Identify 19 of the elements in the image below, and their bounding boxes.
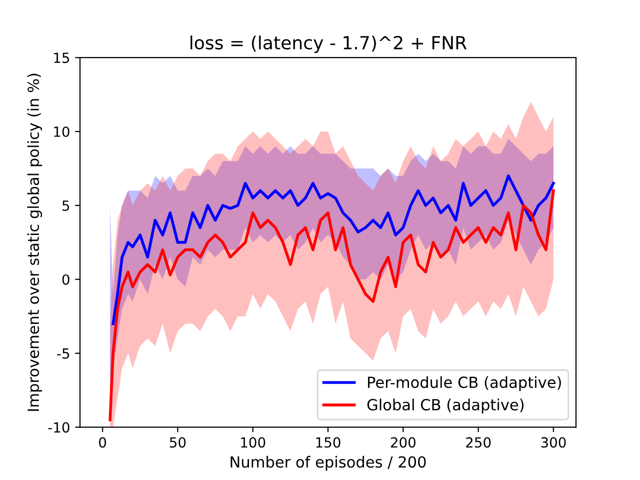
- x-tick-label: 150: [316, 437, 340, 448]
- y-tick-label: 5: [62, 200, 70, 211]
- y-axis-title: Improvement over static global policy (in %): [27, 74, 42, 411]
- x-axis-title: Number of episodes / 200: [230, 456, 426, 471]
- line-series: [112, 174, 555, 326]
- x-tick-label: 0: [99, 437, 106, 448]
- y-tick-label: 10: [54, 126, 70, 137]
- chart-title: loss = (latency - 1.7)^2 + FNR: [190, 36, 467, 54]
- x-tick-label: 200: [390, 437, 416, 448]
- x-tick-label: 100: [241, 437, 266, 448]
- legend-label: Global CB (adaptive): [367, 398, 524, 414]
- y-tick-label: 0: [62, 274, 70, 285]
- y-tick-label: -10: [48, 422, 70, 433]
- x-tick-label: 250: [466, 437, 491, 448]
- legend-label: Per-module CB (adaptive): [368, 376, 561, 392]
- y-tick-label: 15: [54, 52, 70, 64]
- y-tick-label: -5: [57, 348, 70, 359]
- x-tick-label: 300: [541, 437, 566, 448]
- x-tick-label: 50: [170, 437, 186, 448]
